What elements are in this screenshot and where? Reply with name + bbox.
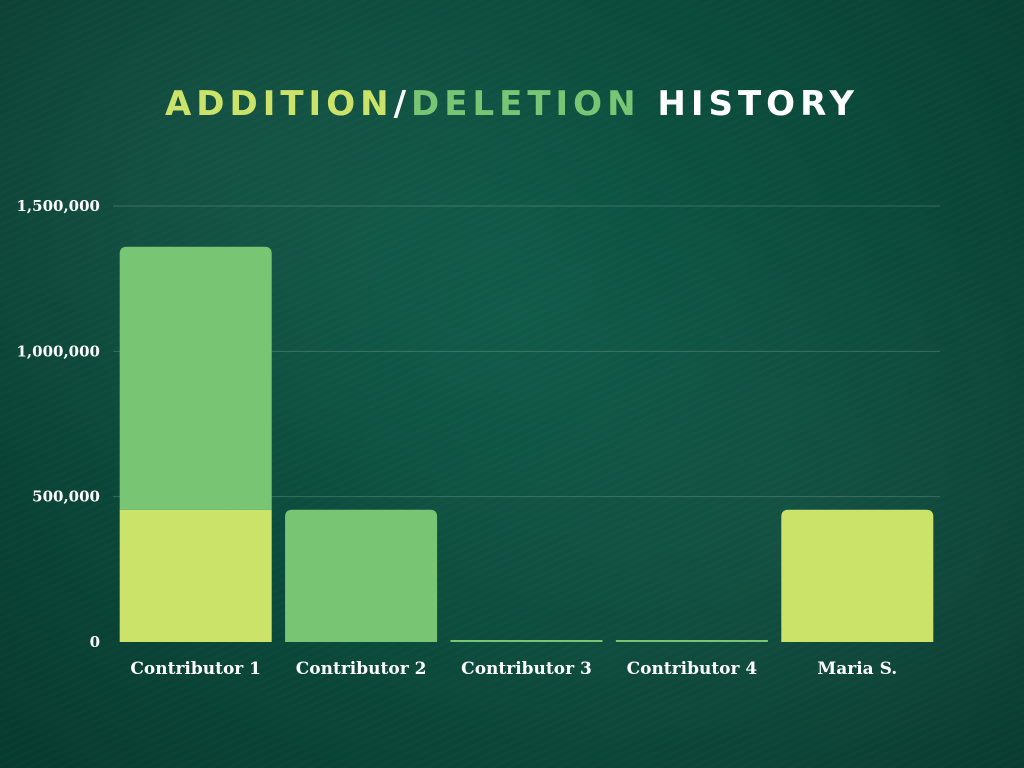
- bar-segment: [450, 640, 603, 642]
- y-tick-label: 500,000: [32, 488, 100, 506]
- title-deletion: DELETION: [411, 84, 641, 124]
- bar-segment: [615, 640, 768, 642]
- y-axis-ticks: 0 500,000 1,000,000 1,500,000: [16, 197, 100, 651]
- chart-title: ADDITION/DELETION HISTORY: [0, 84, 1024, 124]
- x-category-label: Contributor 1: [130, 659, 261, 679]
- bar-segment: [285, 509, 438, 642]
- x-category-label: Contributor 4: [627, 659, 758, 679]
- y-tick-label: 0: [90, 633, 100, 651]
- x-axis-categories: Contributor 1 Contributor 2 Contributor 3 C…: [130, 659, 897, 679]
- x-category-label: Maria S.: [817, 659, 897, 679]
- x-category-label: Contributor 3: [461, 659, 592, 679]
- x-category-label: Contributor 2: [296, 659, 427, 679]
- y-tick-label: 1,500,000: [16, 197, 100, 215]
- title-separator: /: [393, 84, 411, 124]
- bar-segment: [781, 509, 934, 642]
- title-addition: ADDITION: [164, 84, 394, 124]
- bar-segment: [119, 246, 272, 510]
- bars: [119, 246, 934, 642]
- bar-segment: [119, 509, 272, 642]
- title-history: HISTORY: [657, 84, 860, 124]
- y-tick-label: 1,000,000: [16, 342, 100, 360]
